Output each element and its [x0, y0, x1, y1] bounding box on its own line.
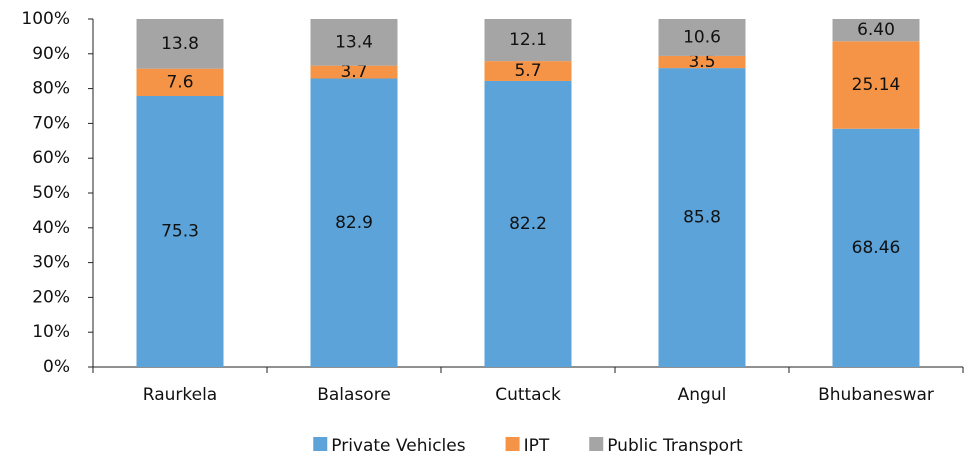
legend-label: Public Transport — [607, 436, 743, 456]
bar-segment — [310, 19, 398, 66]
x-tick-label: Raurkela — [143, 385, 217, 405]
bar-segment — [658, 19, 746, 56]
data-label: 7.6 — [166, 72, 193, 92]
data-label: 75.3 — [161, 222, 199, 242]
bar-segment — [658, 68, 746, 367]
bar-segment — [832, 41, 920, 129]
bar-segment — [832, 19, 920, 42]
legend-label: IPT — [524, 436, 550, 456]
legend-label: Private Vehicles — [331, 436, 465, 456]
y-tick-label: 100% — [21, 9, 70, 29]
y-tick-label: 30% — [32, 253, 70, 273]
y-tick-label: 90% — [32, 44, 70, 64]
data-label: 5.7 — [514, 61, 541, 81]
data-label: 3.5 — [688, 52, 715, 72]
data-label: 25.14 — [852, 75, 901, 95]
bar-segment — [310, 78, 398, 368]
bar-segment — [136, 19, 224, 69]
data-label: 85.8 — [683, 208, 721, 228]
bar-segment — [484, 61, 572, 81]
bar-segment — [310, 65, 398, 79]
legend-swatch — [313, 437, 328, 451]
data-label: 12.1 — [509, 30, 547, 50]
bar-segment — [136, 68, 224, 97]
y-tick-label: 10% — [32, 322, 70, 342]
data-label: 82.9 — [335, 213, 373, 233]
y-tick-label: 20% — [32, 287, 70, 307]
bar-segment — [658, 55, 746, 69]
y-tick-label: 70% — [32, 113, 70, 133]
data-label: 10.6 — [683, 27, 721, 47]
y-tick-label: 0% — [43, 357, 70, 377]
x-tick-label: Bhubaneswar — [818, 385, 934, 405]
data-label: 68.46 — [852, 238, 901, 258]
data-label: 13.8 — [161, 34, 199, 54]
data-label: 3.7 — [340, 62, 367, 82]
data-label: 82.2 — [509, 214, 547, 234]
data-label: 13.4 — [335, 32, 373, 52]
legend-swatch — [505, 437, 520, 451]
x-tick-label: Angul — [678, 385, 727, 405]
bar-segment — [136, 96, 224, 368]
y-tick-label: 40% — [32, 218, 70, 238]
x-tick-label: Balasore — [317, 385, 391, 405]
y-tick-label: 60% — [32, 148, 70, 168]
bar-segment — [832, 128, 920, 367]
y-tick-label: 50% — [32, 183, 70, 203]
x-tick-label: Cuttack — [495, 385, 561, 405]
y-tick-label: 80% — [32, 79, 70, 99]
legend-swatch — [589, 437, 604, 451]
bar-segment — [484, 19, 572, 62]
bar-segment — [484, 80, 572, 367]
data-label: 6.40 — [857, 20, 895, 40]
